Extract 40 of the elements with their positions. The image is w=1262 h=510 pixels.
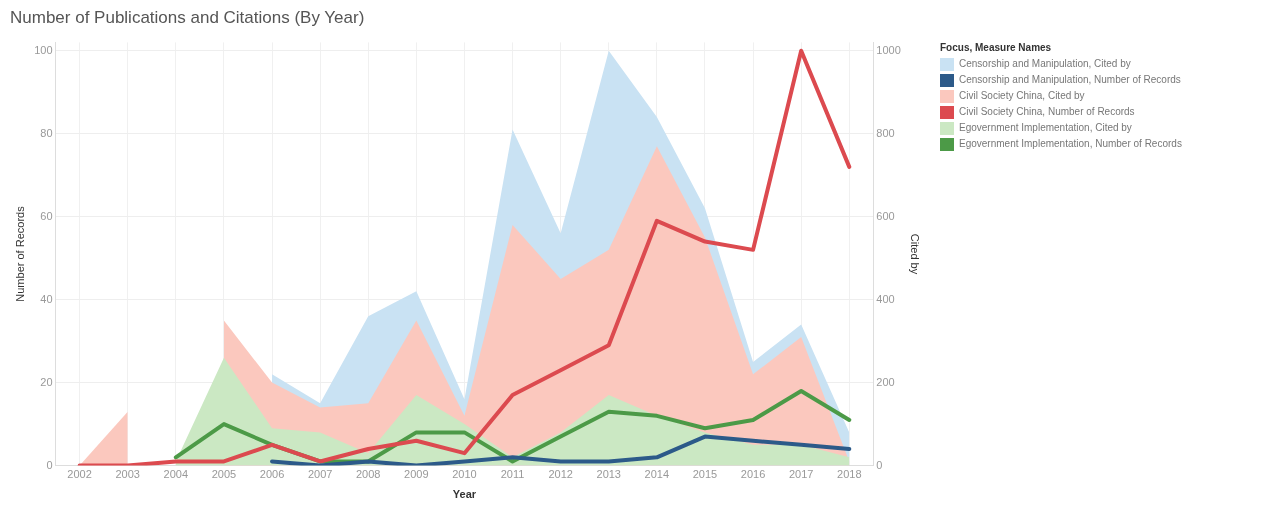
y-axis-title: Number of Records [13,205,26,302]
x-tick-label: 2009 [404,468,429,481]
legend-label: Egovernment Implementation, Number of Records [959,137,1182,151]
legend-label: Civil Society China, Cited by [959,89,1085,103]
x-tick-label: 2005 [211,468,237,481]
y2-axis-title: Cited by [909,233,922,275]
x-tick-label: 2002 [67,468,92,481]
y-tick-label: 40 [40,292,53,305]
y-tick-label: 100 [34,43,53,56]
x-tick-label: 2010 [452,468,477,481]
y2-tick-label: 0 [876,458,883,471]
x-tick-label: 2003 [115,468,140,481]
x-tick-label: 2012 [548,468,573,481]
legend-label: Civil Society China, Number of Records [959,105,1135,119]
x-tick-label: 2004 [163,468,189,481]
chart-title: Number of Publications and Citations (By Year) [10,7,365,27]
y-tick-label: 80 [40,126,53,139]
y-tick-label: 20 [40,375,53,388]
y2-tick-label: 200 [876,375,895,388]
y2-tick-label: 600 [876,209,895,222]
y-tick-label: 60 [40,209,53,222]
legend-title: Focus, Measure Names [940,41,1053,55]
y2-tick-label: 400 [876,292,895,305]
x-tick-label: 2017 [788,468,814,481]
y2-tick-label: 1000 [876,43,901,56]
legend-label: Censorship and Manipulation, Number of Records [959,73,1181,87]
x-axis-title: Year [452,488,477,501]
legend-label: Egovernment Implementation, Cited by [959,121,1132,135]
x-tick-label: 2018 [837,468,862,481]
x-tick-label: 2011 [500,468,525,481]
y-tick-label: 0 [46,458,53,471]
x-tick-label: 2014 [644,468,670,481]
legend-label: Censorship and Manipulation, Cited by [959,57,1131,71]
x-tick-label: 2013 [596,468,621,481]
x-tick-label: 2008 [355,468,381,481]
x-tick-label: 2007 [307,468,333,481]
x-tick-label: 2006 [259,468,285,481]
x-tick-label: 2016 [740,468,766,481]
y2-tick-label: 800 [876,126,895,139]
x-tick-label: 2015 [692,468,718,481]
